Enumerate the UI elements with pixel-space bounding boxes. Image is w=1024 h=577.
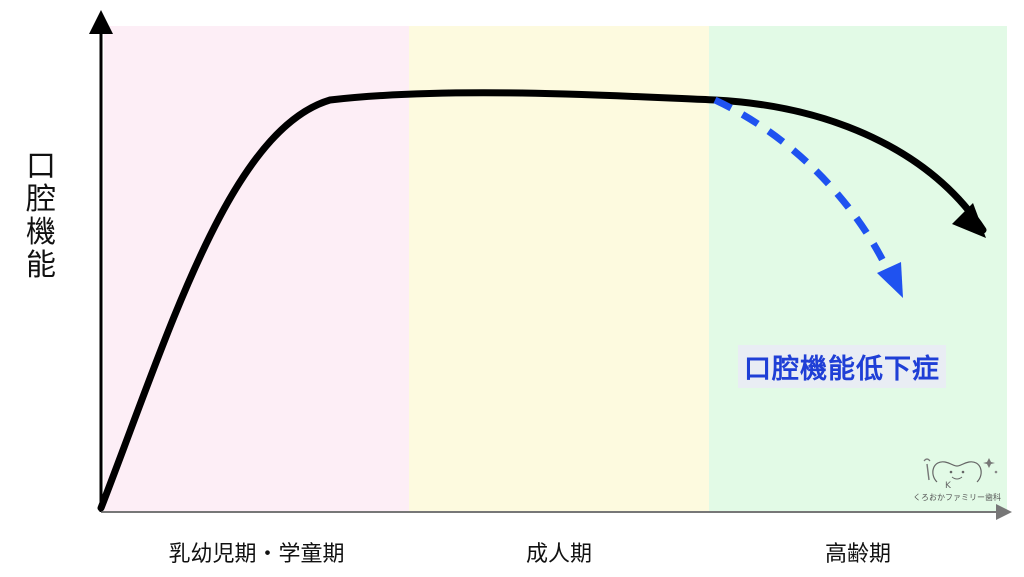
stage-label-elderly: 高齢期 — [824, 542, 891, 567]
oral-function-curve — [97, 89, 987, 512]
oral-hypofunction-label: 口腔機能低下症 — [738, 345, 946, 388]
hypofunction-curve-arrowhead — [877, 262, 903, 298]
stage-label-adulthood: 成人期 — [525, 542, 592, 567]
oral-hypofunction-curve — [713, 96, 894, 277]
stage-band-elderly — [709, 26, 1007, 512]
normal-curve-arrowhead — [952, 203, 986, 238]
svg-text:K: K — [945, 481, 952, 491]
stage-band-childhood — [104, 26, 409, 512]
clinic-logo: K くろおかファミリー歯科 — [907, 452, 1007, 508]
stage-band-adulthood — [409, 26, 709, 512]
tooth-mascot-icon: K — [923, 458, 998, 491]
clinic-logo-text: くろおかファミリー歯科 — [913, 493, 1001, 502]
stage-label-childhood: 乳幼児期・学童期 — [168, 542, 345, 567]
y-axis-label: 口 腔 機 能 — [26, 149, 56, 283]
